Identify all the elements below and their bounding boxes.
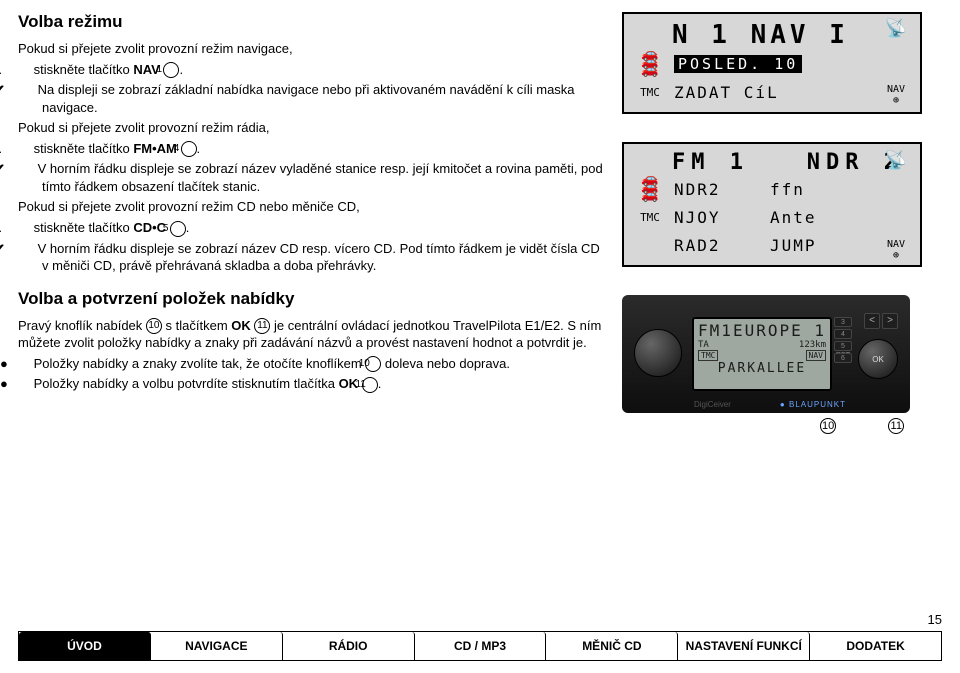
keycircle-11: 11 bbox=[254, 318, 270, 334]
keycircle-4: 4 bbox=[181, 141, 197, 157]
dist: 123km bbox=[799, 340, 826, 350]
preset-5[interactable]: 5 RPT bbox=[834, 341, 852, 351]
keycircle-10: 10 bbox=[146, 318, 162, 334]
tmc-tag: TMC bbox=[698, 350, 718, 361]
preset: RAD2 bbox=[674, 236, 770, 255]
preset-4[interactable]: 4 bbox=[834, 329, 852, 339]
t: Pravý knoflík nabídek bbox=[18, 318, 146, 333]
key-cdc: CD•C bbox=[133, 220, 166, 235]
preset: ffn bbox=[770, 180, 866, 199]
ta-label: TA bbox=[698, 340, 709, 350]
step-num: 1 bbox=[18, 140, 30, 158]
keycircle-10: 10 bbox=[365, 356, 381, 372]
keycircle-11: 11 bbox=[362, 377, 378, 393]
heading-menu: Volba a potvrzení položek nabídky bbox=[18, 289, 604, 309]
result-text: V horním řádku displeje se zobrazí název… bbox=[38, 161, 603, 194]
prev-button[interactable]: < bbox=[864, 313, 880, 329]
lcd-title: N 1 NAV I bbox=[626, 20, 918, 50]
menu-bullet-2: ● Položky nabídky a volbu potvrdíte stis… bbox=[18, 375, 604, 393]
keycircle-5: 5 bbox=[170, 221, 186, 237]
step-radio: 1 stiskněte tlačítko FM•AM 4. bbox=[18, 140, 604, 158]
lcd-selected: POSLED. 10 bbox=[674, 55, 802, 73]
t: doleva nebo doprava. bbox=[381, 356, 510, 371]
check-icon: ✔ bbox=[18, 240, 34, 258]
leader-11: 11 bbox=[888, 418, 904, 434]
globe-icon: ⊕ bbox=[893, 95, 899, 106]
key-nav: NAV bbox=[133, 62, 159, 77]
check-icon: ✔ bbox=[18, 160, 34, 178]
tab-nastaveni[interactable]: NASTAVENÍ FUNKCÍ bbox=[678, 632, 810, 660]
band: FM1 bbox=[698, 321, 733, 340]
tab-cd[interactable]: CD / MP3 bbox=[415, 632, 547, 660]
radio-device: FM1EUROPE 1 TA 123km TMC NAV PARKALLEE 3 4… bbox=[622, 295, 910, 413]
next-button[interactable]: > bbox=[882, 313, 898, 329]
t: Položky nabídky a volbu potvrdíte stiskn… bbox=[34, 376, 339, 391]
nav-tag: NAV bbox=[806, 350, 826, 361]
t: Položky nabídky a znaky zvolíte tak, že … bbox=[34, 356, 366, 371]
globe-icon: ⊕ bbox=[893, 250, 899, 261]
preset: NDR2 bbox=[674, 180, 770, 199]
key-fmam: FM•AM bbox=[133, 141, 177, 156]
preset-buttons: 3 4 5 RPT 6 bbox=[834, 317, 852, 363]
keycircle-1: 1 bbox=[163, 62, 179, 78]
nav-label: NAV bbox=[887, 84, 905, 95]
station: EUROPE 1 bbox=[733, 321, 826, 340]
tab-dodatek[interactable]: DODATEK bbox=[810, 632, 941, 660]
result-radio: ✔ V horním řádku displeje se zobrazí náz… bbox=[18, 160, 604, 195]
lcd-nav-display: N 1 NAV I 🚗🚗🚗 POSLED. 10 📡 TMC ZADAT CíL… bbox=[622, 12, 922, 114]
cars-icon: 🚗🚗🚗 bbox=[641, 176, 658, 199]
device-screen: FM1EUROPE 1 TA 123km TMC NAV PARKALLEE bbox=[692, 317, 832, 391]
step-text: stiskněte tlačítko bbox=[34, 141, 134, 156]
result-text: V horním řádku displeje se zobrazí název… bbox=[38, 241, 600, 274]
check-icon: ✔ bbox=[18, 81, 34, 99]
menu-intro: Pravý knoflík nabídek 10 s tlačítkem OK … bbox=[18, 317, 604, 352]
tmc-label: TMC bbox=[626, 86, 674, 99]
tmc-label: TMC bbox=[626, 211, 674, 224]
preset: Ante bbox=[770, 208, 866, 227]
ok-button[interactable]: OK bbox=[872, 355, 884, 364]
footer-tabs: ÚVOD NAVIGACE RÁDIO CD / MP3 MĚNIČ CD NA… bbox=[18, 631, 942, 661]
cars-icon: 🚗🚗🚗 bbox=[641, 51, 658, 74]
step-nav: 1 stiskněte tlačítko NAV 1. bbox=[18, 61, 604, 79]
step-text: stiskněte tlačítko bbox=[34, 62, 134, 77]
satellite-icon: 📡 bbox=[885, 150, 907, 171]
heading-mode: Volba režimu bbox=[18, 12, 604, 32]
result-nav: ✔ Na displeji se zobrazí základní nabídk… bbox=[18, 81, 604, 116]
band: FM 1 bbox=[672, 150, 749, 175]
step-num: 1 bbox=[18, 61, 30, 79]
step-cd: 1 stiskněte tlačítko CD•C 5. bbox=[18, 219, 604, 237]
result-text: Na displeji se zobrazí základní nabídka … bbox=[38, 82, 575, 115]
menu-knob[interactable]: OK bbox=[858, 339, 898, 379]
preset-3[interactable]: 3 bbox=[834, 317, 852, 327]
bullet-icon: ● bbox=[18, 355, 30, 373]
tab-menic[interactable]: MĚNIČ CD bbox=[546, 632, 678, 660]
preset: JUMP bbox=[770, 236, 866, 255]
tab-uvod[interactable]: ÚVOD bbox=[19, 632, 151, 660]
digi-label: DigiCeiver bbox=[694, 400, 731, 409]
result-cd: ✔ V horním řádku displeje se zobrazí náz… bbox=[18, 240, 604, 275]
tab-navigace[interactable]: NAVIGACE bbox=[151, 632, 283, 660]
preset: NJOY bbox=[674, 208, 770, 227]
tab-radio[interactable]: RÁDIO bbox=[283, 632, 415, 660]
intro-nav: Pokud si přejete zvolit provozní režim n… bbox=[18, 40, 604, 58]
preset-6[interactable]: 6 bbox=[834, 353, 852, 363]
bullet-icon: ● bbox=[18, 375, 30, 393]
lcd-radio-display: FM 1 NDR 2 🚗🚗🚗 NDR2ffn 📡 TMC NJOYAnte NA… bbox=[622, 142, 922, 267]
nav-label: NAV bbox=[887, 239, 905, 250]
volume-knob[interactable] bbox=[634, 329, 682, 377]
page-number: 15 bbox=[928, 612, 942, 627]
intro-cd: Pokud si přejete zvolit provozní režim C… bbox=[18, 198, 604, 216]
menu-bullet-1: ● Položky nabídky a znaky zvolíte tak, ž… bbox=[18, 355, 604, 373]
dest: PARKALLEE bbox=[698, 361, 826, 376]
lcd-title: FM 1 NDR 2 bbox=[626, 150, 918, 175]
leader-10: 10 bbox=[820, 418, 836, 434]
t: s tlačítkem bbox=[162, 318, 231, 333]
step-num: 1 bbox=[18, 219, 30, 237]
intro-radio: Pokud si přejete zvolit provozní režim r… bbox=[18, 119, 604, 137]
step-text: stiskněte tlačítko bbox=[34, 220, 134, 235]
satellite-icon: 📡 bbox=[885, 18, 907, 39]
t: . bbox=[378, 376, 382, 391]
key-ok: OK bbox=[231, 318, 251, 333]
brand-label: ● BLAUPUNKT bbox=[780, 400, 846, 409]
